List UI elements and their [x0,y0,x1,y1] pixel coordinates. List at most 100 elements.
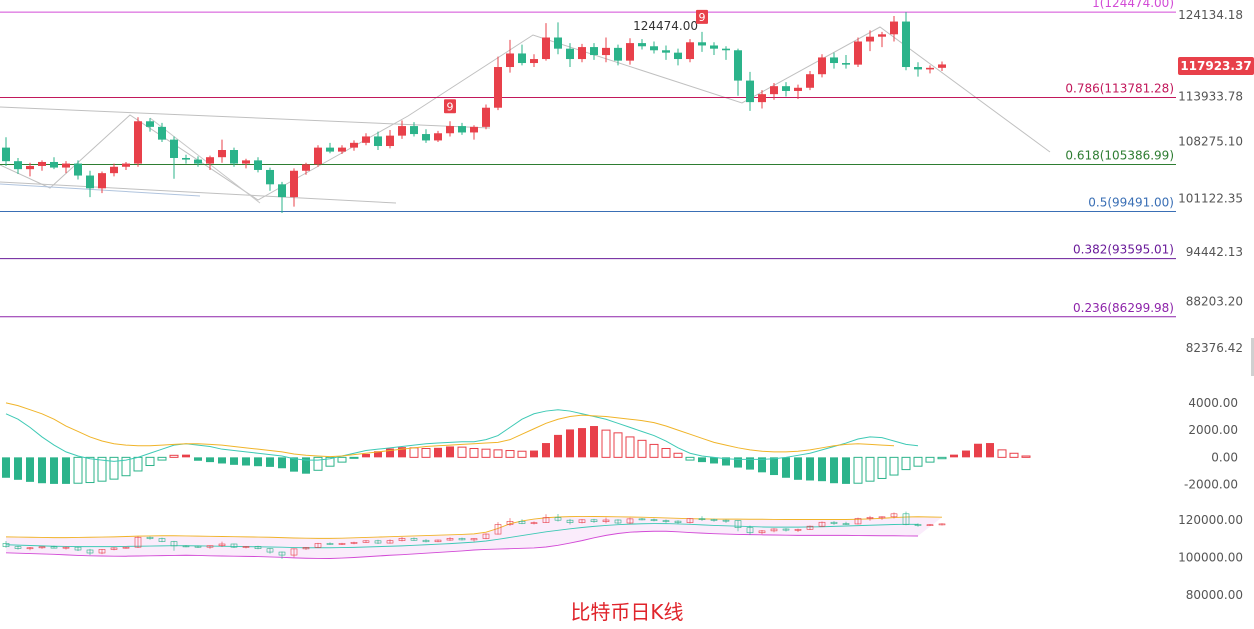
boll-candle-body [518,521,526,524]
macd-dea-line [5,402,895,458]
candle-body [770,86,778,95]
candle-body [698,42,706,46]
channel-line-upper [0,106,491,129]
candle-body [866,36,874,42]
macd-bar [434,447,442,458]
macd-bar [62,457,70,484]
candle-body [590,47,598,56]
chart-caption: 比特币日K线 [570,600,684,624]
macd-bar [782,457,790,478]
candle-body [902,21,910,68]
candle-body [650,46,658,51]
candle-body [314,147,322,165]
candle-body [842,63,850,65]
right-scroll-handle[interactable] [1251,338,1254,376]
macd-bar [469,448,479,458]
candle-body [710,45,718,49]
candle-body [422,134,430,141]
td-marker-box [696,9,708,24]
macd-bar [362,453,370,458]
price-tick-label: 101122.35 [1178,192,1243,206]
macd-bar [818,457,826,482]
drawn-trend-lines [0,26,1051,204]
candle-body [2,147,10,162]
boll-candle-body [506,521,514,525]
macd-bar [770,457,778,476]
boll-candle-body [830,521,838,524]
macd-bar [85,456,95,484]
candle-body [278,184,286,198]
fibonacci-levels: 1(124474.00) 0.786(113781.28) 0.618(105386… [0,0,1176,318]
boll-candle-body [746,527,754,534]
boll-candle-body [290,548,298,556]
high-price-label: 124474.00 [633,19,698,33]
macd-bar [374,451,382,458]
boll-candle-body [86,549,94,554]
macd-bar [889,456,899,476]
macd-tick-label: 0.00 [1211,450,1238,464]
boll-candle-body [626,518,634,524]
macd-bar [734,457,742,468]
candle-body [182,157,190,160]
boll-candle-body [890,513,898,518]
candle-body [14,161,22,170]
candle-body [494,67,502,108]
candle-body [530,59,538,64]
boll-candle-body [614,519,622,524]
macd-bar [997,449,1007,458]
candle-body [830,57,838,64]
boll-candle-body [602,519,610,522]
boll-candle-body [386,540,394,544]
macd-bar [830,457,838,484]
boll-candle-body [638,518,646,521]
candlestick-series [2,12,946,214]
price-tick-label: 108275.10 [1178,134,1243,148]
macd-bar [913,456,923,467]
candle-body [782,86,790,91]
boll-candle-body [146,536,154,539]
boll-candle-body [26,547,34,550]
candle-body [674,52,682,60]
price-tick-label: 88203.20 [1186,295,1243,309]
candle-body [746,80,754,103]
blue-line [0,183,201,197]
boll-candle-body [722,519,730,522]
macd-bar [578,428,586,458]
boll-candle-body [302,547,310,550]
boll-candle-body [74,546,82,551]
candle-body [218,150,226,158]
macd-indicator [2,402,1031,484]
boll-candle-body [878,516,886,519]
boll-candle-body [374,540,382,544]
candle-body [290,170,298,198]
macd-bar [206,457,214,463]
boll-tick-label: 100000.00 [1178,551,1243,565]
boll-candle-body [926,524,934,526]
candle-body [614,47,622,61]
macd-bar [853,456,863,484]
boll-tick-label: 80000.00 [1186,588,1243,602]
boll-candle-body [14,546,22,549]
boll-candle-body [554,517,562,521]
fib-label-0: 1(124474.00) [1092,0,1174,10]
boll-candle-body [494,524,502,535]
boll-mid-line [5,523,918,549]
macd-bar [673,452,683,458]
macd-bar [481,448,491,458]
boll-candle-body [698,518,706,520]
boll-candle-body [458,538,466,541]
candle-body [482,107,490,127]
candle-body [602,47,610,56]
fib-label-2: 0.618(105386.99) [1065,148,1174,162]
boll-candle-body [446,538,454,541]
candle-body [254,160,262,170]
candle-body [734,50,742,81]
candle-body [518,53,526,64]
boll-candle-body [530,522,538,524]
macd-bar [398,447,406,458]
macd-bar [566,429,574,458]
macd-bar [266,457,274,467]
diagonal-line [149,117,261,204]
macd-bar [661,448,671,458]
